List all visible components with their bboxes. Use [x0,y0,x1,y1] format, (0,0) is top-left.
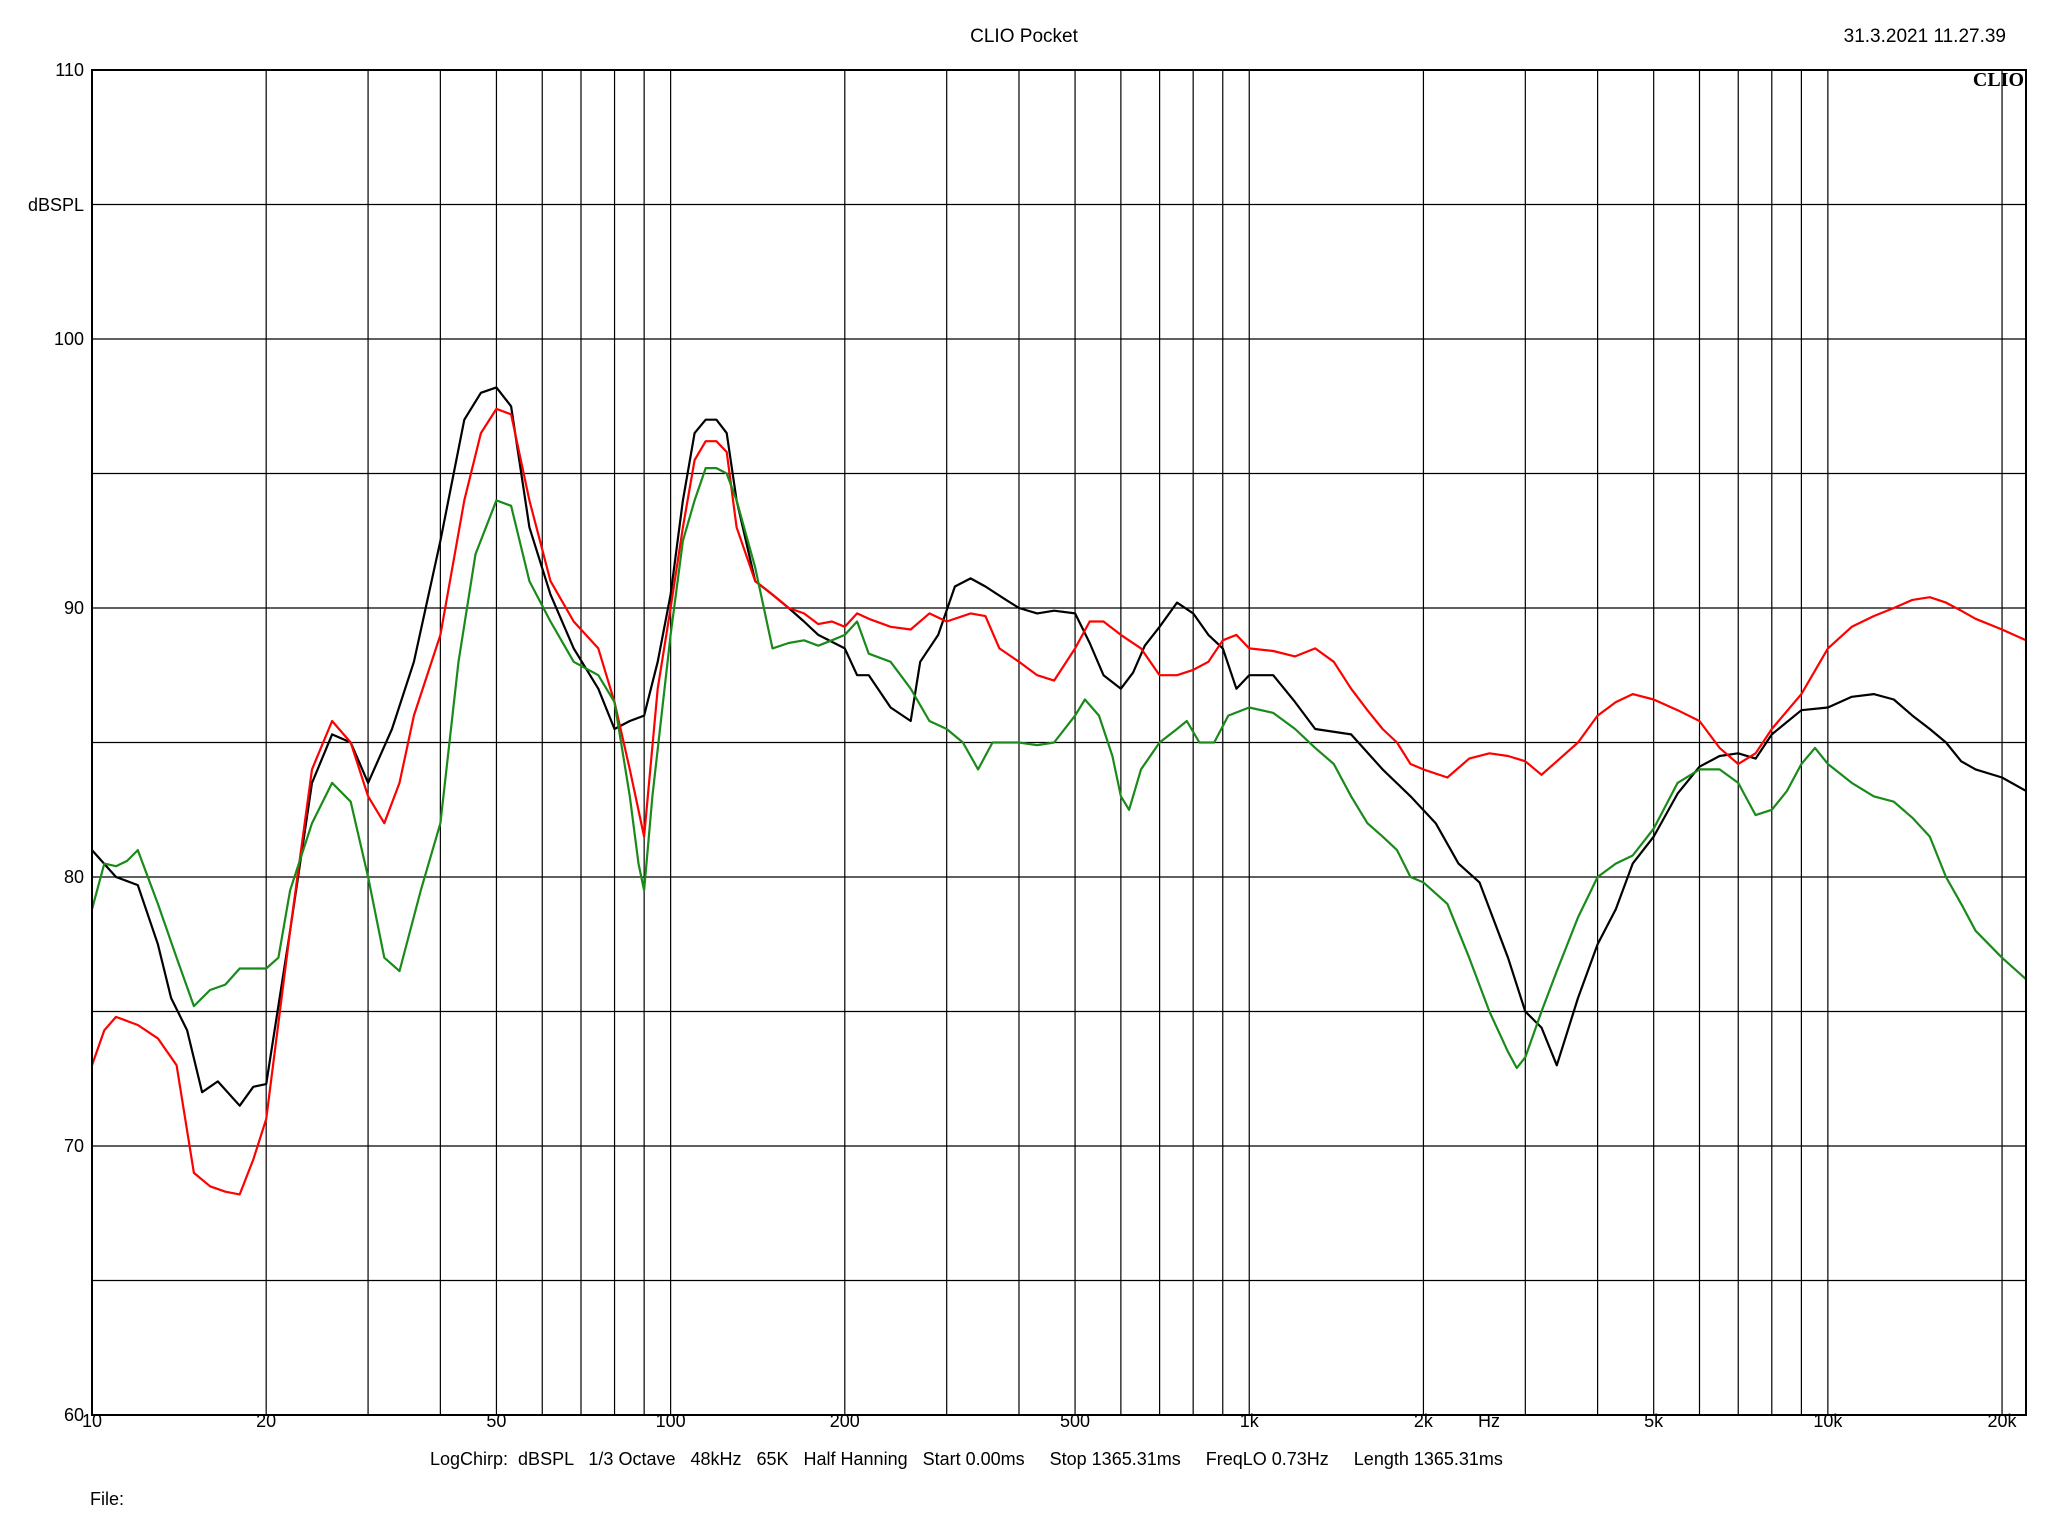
series-line-1 [91,386,2027,1107]
y-tick-label: 80 [64,867,84,887]
y-tick-label: 70 [64,1136,84,1156]
series-line-3 [90,467,2027,1070]
y-tick-label: 60 [64,1405,84,1425]
timestamp: 31.3.2021 11.27.39 [1844,26,2006,47]
file-label: File: [90,1489,124,1509]
measurement-settings: LogChirp: dBSPL 1/3 Octave 48kHz 65K Hal… [430,1449,1503,1469]
data-series [90,386,2027,1196]
y-axis-label: dBSPL [28,195,84,215]
plot-frame [91,69,2027,1416]
y-tick-label: 110 [55,60,84,80]
chart-title: CLIO Pocket [970,26,1078,47]
y-tick-label: 90 [64,598,84,618]
series-line-2 [90,407,2027,1196]
y-tick-label: 100 [54,329,84,349]
clio-logo: CLIO [1973,69,2024,91]
grid-lines [92,70,2026,1415]
